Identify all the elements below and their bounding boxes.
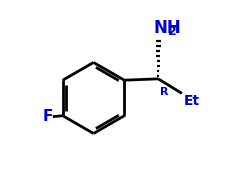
Text: Et: Et	[183, 94, 199, 108]
Text: NH: NH	[154, 18, 182, 37]
Text: 2: 2	[168, 25, 177, 38]
Text: R: R	[160, 87, 169, 97]
Text: F: F	[42, 109, 53, 124]
